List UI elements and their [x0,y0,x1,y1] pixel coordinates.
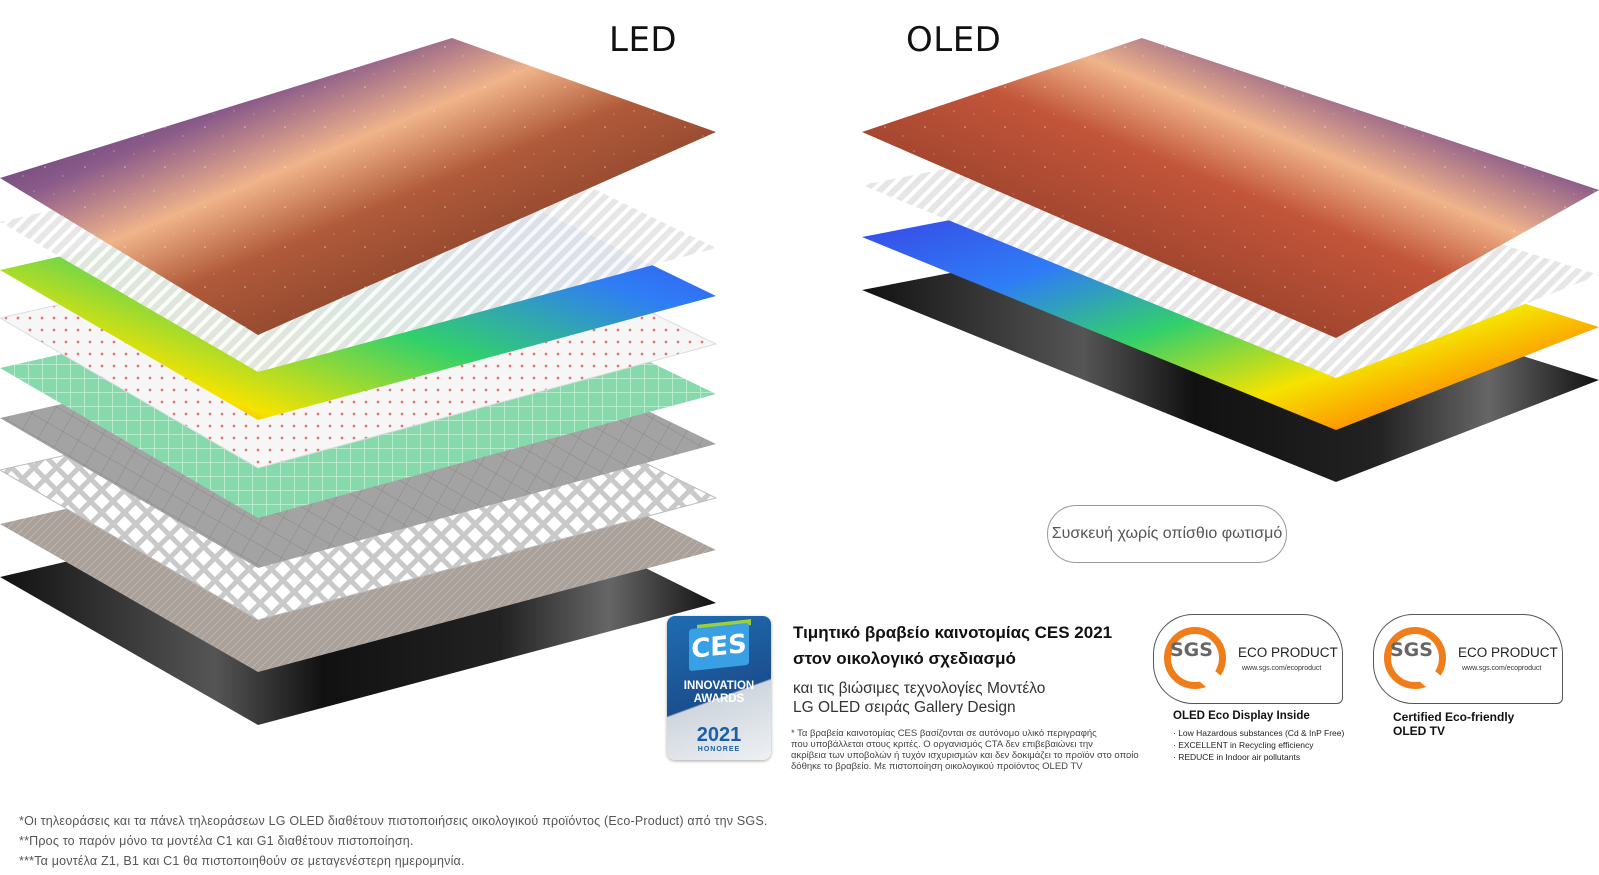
ces-year: 2021 [696,724,742,746]
sgs-feature-list: · Low Hazardous substances (Cd & InP Fre… [1173,727,1344,763]
sgs-caption-b-line1: Certified Eco-friendly [1393,710,1515,724]
ces-innovation-awards-text: INNOVATION AWARDS [667,680,771,706]
sgs-url: www.sgs.com/ecoproduct [1242,665,1322,672]
sgs-brand: SGS [1170,639,1213,661]
award-sub-line1: και τις βιώσιμες τεχνολογίες Μοντέλο [793,680,1046,697]
award-note-line1: * Τα βραβεία καινοτομίας CES βασίζονται … [791,728,1097,739]
award-note-line4: δόθηκε το βραβείο. Με πιστοποίηση οικολο… [791,761,1083,772]
ces-innovation-text: INNOVATION [683,680,755,692]
sgs-caption-a: OLED Eco Display Inside [1173,710,1310,722]
sgs-caption-b-line2: OLED TV [1393,724,1446,738]
sgs-feature-item: · Low Hazardous substances (Cd & InP Fre… [1173,728,1345,738]
sgs-ring-icon [1384,627,1446,689]
award-note-line3: ακρίβεια των υποβολών ή τυχόν ισχυρισμών… [791,750,1139,761]
ces-honoree: HONOREE [697,746,741,753]
ces-innovation-awards-badge: CES INNOVATION AWARDS 2021 HONOREE [667,616,771,760]
footnote-3: ***Τα μοντέλα Z1, B1 και C1 θα πιστοποιη… [19,854,465,868]
award-subtitle: και τις βιώσιμες τεχνολογίες Μοντέλο LG … [793,679,1153,717]
oled-screen-stars [862,38,1599,338]
award-note-line2: που υποβάλλεται στους κριτές. Ο οργανισμ… [791,739,1093,750]
led-layer-stack [0,38,718,725]
sgs-eco-product-badge-a: SGS ECO PRODUCT www.sgs.com/ecoproduct [1153,614,1343,704]
no-backlight-label: Συσκευή χωρίς οπίσθιο φωτισμό [1047,505,1287,563]
sgs-feature-item: · EXCELLENT in Recycling efficiency [1173,740,1314,750]
sgs-brand: SGS [1390,639,1433,661]
sgs-eco-product: ECO PRODUCT [1238,645,1338,660]
award-heading-line1: Τιμητικό βραβείο καινοτομίας CES 2021 [793,623,1113,642]
ces-awards-text: AWARDS [693,693,745,705]
sgs-url: www.sgs.com/ecoproduct [1462,665,1542,672]
award-heading: Τιμητικό βραβείο καινοτομίας CES 2021 στ… [793,620,1153,672]
footnote-1: *Οι τηλεοράσεις και τα πάνελ τηλεοράσεων… [19,814,768,828]
led-screen-stars [0,38,716,335]
sgs-caption-b: Certified Eco-friendly OLED TV [1393,710,1573,738]
footnote-2: **Προς το παρόν μόνο τα μοντέλα C1 και G… [19,834,414,848]
award-sub-line2: LG OLED σειράς Gallery Design [793,699,1016,716]
sgs-eco-product-badge-b: SGS ECO PRODUCT www.sgs.com/ecoproduct [1373,614,1563,704]
oled-layer-stack [862,38,1599,482]
sgs-eco-product: ECO PRODUCT [1458,645,1558,660]
award-heading-line2: στον οικολογικό σχεδιασμό [793,649,1016,668]
led-title: LED [609,20,678,60]
oled-title: OLED [906,20,1002,60]
award-disclaimer: * Τα βραβεία καινοτομίας CES βασίζονται … [791,728,1161,772]
sgs-ring-icon [1164,627,1226,689]
sgs-feature-item: · REDUCE in Indoor air pollutants [1173,752,1301,762]
ces-logo: CES [689,622,749,672]
